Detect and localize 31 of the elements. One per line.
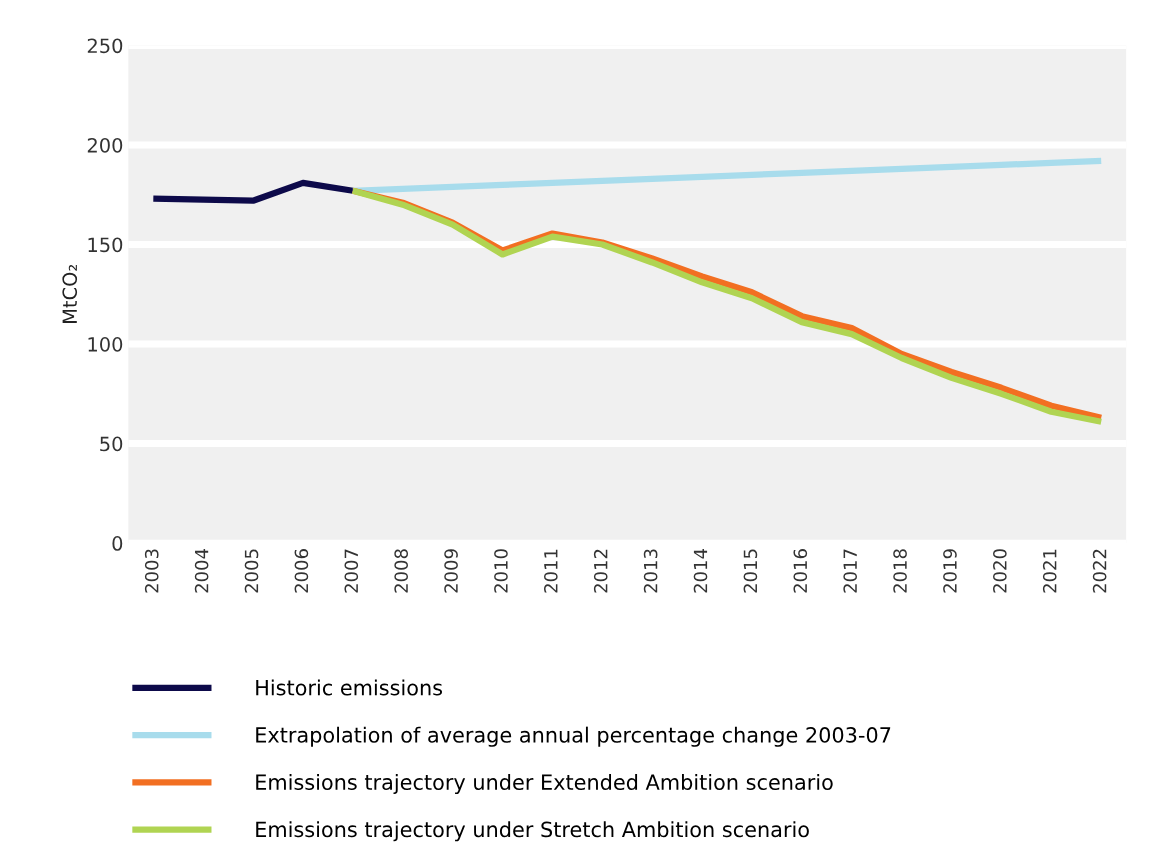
x-tick-label: 2022: [1092, 549, 1107, 593]
x-tick-label: 2009: [444, 549, 458, 593]
x-tick-label: 2007: [344, 549, 359, 593]
x-tick-label: 2016: [793, 549, 808, 593]
y-tick-label: 50: [100, 436, 123, 452]
x-tick-label: 2012: [593, 549, 608, 593]
x-tick-label: 2018: [893, 549, 907, 593]
x-tick-label: 2013: [643, 549, 658, 593]
y-tick-label: 100: [88, 337, 123, 352]
x-tick-label: 2004: [194, 548, 209, 593]
y-tick-label: 0: [112, 536, 123, 551]
x-tick-label: 2017: [843, 549, 857, 593]
x-tick-label: 2021: [1042, 549, 1057, 593]
x-tick-label: 2019: [943, 549, 957, 593]
x-tick-label: 2008: [394, 549, 408, 593]
x-tick-label: 2015: [743, 549, 758, 593]
x-tick-label: 2014: [693, 548, 708, 593]
x-tick-label: 2005: [244, 549, 259, 593]
legend-label: Extrapolation of average annual percentage change 2003-07: [256, 726, 891, 747]
x-tick-label: 2006: [294, 549, 309, 593]
y-axis-title: MtCO₂: [62, 264, 78, 323]
x-tick-label: 2003: [144, 549, 159, 593]
x-tick-label: 2010: [494, 549, 508, 593]
legend-label: Emissions trajectory under Extended Ambition scenario: [256, 773, 833, 795]
x-tick-label: 2020: [993, 549, 1007, 593]
y-tick-label: 200: [87, 137, 123, 153]
x-tick-label: 2011: [544, 549, 558, 593]
legend-label: Historic emissions: [256, 679, 443, 696]
y-tick-label: 250: [87, 38, 123, 54]
y-tick-label: 150: [88, 237, 123, 253]
legend-label: Emissions trajectory under Stretch Ambition scenario: [256, 821, 809, 842]
